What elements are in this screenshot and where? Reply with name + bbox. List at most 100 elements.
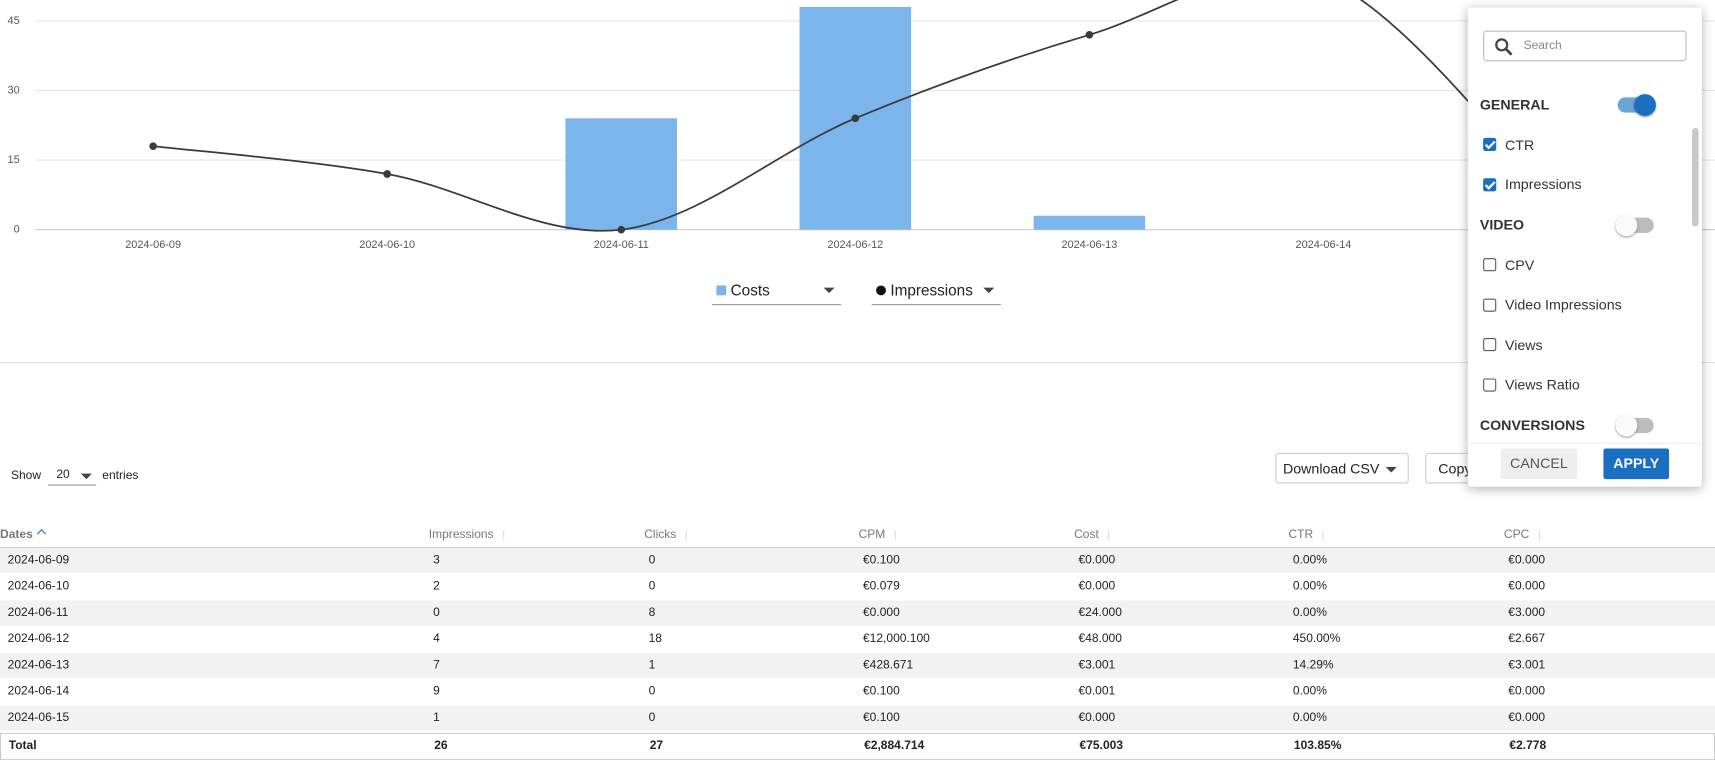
checkbox[interactable] — [1483, 378, 1496, 391]
cell: €0.000 — [1508, 679, 1545, 704]
apply-button[interactable]: APPLY — [1603, 448, 1669, 479]
download-csv[interactable]: Download CSV — [1275, 453, 1408, 484]
cell: 2 — [433, 574, 440, 599]
checkbox[interactable] — [1483, 178, 1496, 191]
checkbox[interactable] — [1483, 338, 1496, 351]
checkbox[interactable] — [1483, 258, 1496, 271]
checkbox[interactable] — [1483, 138, 1496, 151]
option-label: Impressions — [1505, 176, 1582, 192]
column-option[interactable]: Views Ratio — [1468, 365, 1687, 405]
option-label: CTR — [1505, 136, 1534, 152]
scrollbar — [1692, 128, 1699, 226]
bar — [565, 118, 677, 229]
cell: €3.000 — [1508, 600, 1545, 625]
toggle-knob — [1615, 414, 1637, 436]
divider — [0, 362, 1715, 363]
sort-icon — [1534, 530, 1545, 540]
search-box[interactable]: Search — [1483, 31, 1686, 62]
y-tick-label: 15 — [8, 154, 20, 166]
column-header[interactable]: Impressions — [429, 523, 509, 548]
column-title: Impressions — [429, 528, 494, 541]
y-tick-label: 45 — [8, 15, 20, 27]
legend-impressions[interactable]: Impressions — [872, 276, 1001, 306]
page-size-select[interactable]: 20 — [48, 466, 96, 486]
column-title: CTR — [1288, 528, 1313, 541]
cell: 450.00% — [1293, 627, 1341, 652]
toggle-knob — [1634, 94, 1656, 116]
column-header[interactable]: CTR — [1288, 523, 1328, 548]
toggle[interactable] — [1618, 217, 1654, 232]
column-option[interactable]: CPV — [1468, 245, 1687, 285]
cell: 0.00% — [1293, 548, 1327, 573]
cell: €0.100 — [863, 679, 900, 704]
column-option[interactable]: Views — [1468, 325, 1687, 365]
column-option[interactable]: Video Impressions — [1468, 285, 1687, 325]
column-option[interactable]: CTR — [1468, 125, 1687, 165]
cell: 9 — [433, 679, 440, 704]
cell: €2.667 — [1508, 627, 1545, 652]
column-list: GENERAL CTR Impressions VIDEO CPV Video Impre… — [1468, 84, 1687, 445]
column-header[interactable]: CPC — [1504, 523, 1545, 548]
cell: €0.000 — [863, 600, 900, 625]
x-tick-label: 2024-06-09 — [125, 239, 181, 251]
legend-label: Impressions — [890, 281, 973, 299]
label: Show — [11, 469, 41, 482]
group-title: CONVERSIONS — [1480, 417, 1585, 433]
cell: €48.000 — [1078, 627, 1121, 652]
column-header[interactable]: Dates — [0, 523, 45, 548]
search-icon — [1494, 37, 1514, 57]
column-header[interactable]: Cost — [1074, 523, 1114, 548]
x-tick-label: 2024-06-14 — [1296, 239, 1352, 251]
cell: 0 — [649, 574, 656, 599]
column-header[interactable]: Clicks — [644, 523, 691, 548]
toggle-knob — [1615, 214, 1637, 236]
point — [383, 170, 391, 178]
cell: €0.000 — [1508, 574, 1545, 599]
cell: €0.000 — [1078, 548, 1115, 573]
cancel-button[interactable]: CANCEL — [1501, 448, 1578, 479]
column-title: Dates — [0, 528, 33, 541]
column-header[interactable]: CPM — [859, 523, 901, 548]
column-title: CPM — [859, 528, 886, 541]
divider — [1468, 443, 1702, 444]
cell: €2,884.714 — [864, 734, 924, 759]
cell: 2024-06-15 — [8, 705, 70, 730]
x-tick-label: 2024-06-10 — [359, 239, 415, 251]
cell: €0.000 — [1078, 705, 1115, 730]
point — [851, 114, 859, 122]
point — [617, 226, 625, 234]
option-label: Video Impressions — [1505, 297, 1622, 313]
toggle[interactable] — [1618, 97, 1654, 112]
cell: 14.29% — [1293, 653, 1334, 678]
cell: €0.079 — [863, 574, 900, 599]
cell: 2024-06-14 — [8, 679, 70, 704]
cell: €75.003 — [1080, 734, 1123, 759]
cell: €3.001 — [1508, 653, 1545, 678]
sort-icon — [890, 530, 901, 540]
data-table: Dates Impressions Clicks CPM Cost CTR CPC 2024-… — [0, 523, 1715, 760]
group-title: GENERAL — [1480, 96, 1550, 112]
toggle[interactable] — [1618, 417, 1654, 432]
label: entries — [102, 469, 138, 482]
cell: 1 — [649, 653, 656, 678]
cell: 2024-06-13 — [8, 653, 70, 678]
checkbox[interactable] — [1483, 298, 1496, 311]
cell: 0 — [649, 705, 656, 730]
x-tick-label: 2024-06-13 — [1061, 239, 1117, 251]
cell: 2024-06-12 — [8, 627, 70, 652]
legend-label: Costs — [731, 281, 770, 299]
column-option[interactable]: Impressions — [1468, 165, 1687, 205]
legend-costs[interactable]: Costs — [712, 276, 841, 306]
placeholder: Search — [1524, 39, 1562, 52]
point — [149, 142, 157, 150]
legend-swatch — [716, 285, 726, 295]
cell: Total — [9, 734, 37, 759]
group-title: VIDEO — [1480, 217, 1524, 233]
